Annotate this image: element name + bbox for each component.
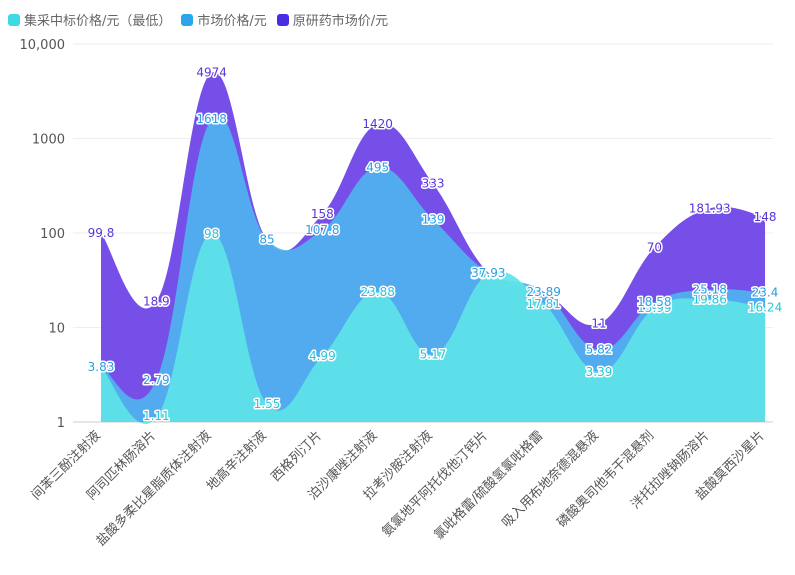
legend-label-0: 集采中标价格/元（最低） bbox=[24, 14, 172, 29]
data-label-s1-1: 2.79 bbox=[143, 373, 170, 387]
data-label-s1-8: 23.89 bbox=[527, 285, 561, 299]
x-tick-label-10: 磷酸奥司他韦干混悬剂 bbox=[555, 428, 658, 531]
data-label-s2-10: 70 bbox=[647, 241, 662, 255]
data-label-s0-11: 19.86 bbox=[693, 292, 727, 306]
data-label-s2-6: 333 bbox=[422, 177, 445, 191]
legend-swatch-2 bbox=[276, 13, 289, 26]
legend-swatch-0 bbox=[8, 13, 20, 26]
data-label-s2-0: 99.8 bbox=[88, 226, 115, 240]
data-label-s0-7: 36.67 bbox=[471, 267, 505, 281]
data-label-s1-6: 139 bbox=[422, 212, 445, 226]
x-tick-label-7: 氨氯地平阿托伐他汀钙片 bbox=[379, 428, 491, 540]
data-label-s2-9: 11 bbox=[591, 317, 606, 331]
data-label-s0-6: 5.17 bbox=[420, 348, 447, 362]
x-tick-label-8: 氯吡格雷/硫酸氢氯吡格雷 bbox=[431, 428, 547, 544]
data-label-s1-4: 107.8 bbox=[305, 223, 339, 237]
data-label-s0-4: 4.99 bbox=[309, 349, 336, 363]
x-tick-label-9: 吸入用布地奈德混悬液 bbox=[499, 428, 602, 531]
legend-item-series-1[interactable]: 市场价格/元 bbox=[181, 10, 267, 29]
legend: 集采中标价格/元（最低） 市场价格/元 原研药市场价/元 bbox=[8, 10, 388, 29]
data-label-s0-10: 15.99 bbox=[637, 301, 671, 315]
data-label-s1-10: 18.58 bbox=[637, 295, 671, 309]
y-tick-label-1: 10 bbox=[48, 322, 65, 337]
legend-label-1: 市场价格/元 bbox=[197, 14, 267, 29]
y-tick-label-3: 1000 bbox=[32, 133, 65, 148]
data-label-s0-1: 1.11 bbox=[143, 409, 170, 423]
legend-item-series-2[interactable]: 原研药市场价/元 bbox=[276, 10, 389, 29]
data-label-s1-3: 85 bbox=[259, 233, 274, 247]
data-label-s1-2: 1618 bbox=[196, 112, 227, 126]
data-label-s2-2: 4974 bbox=[196, 66, 227, 80]
data-label-s1-12: 23.4 bbox=[752, 286, 779, 300]
x-tick-label-4: 西格列汀片 bbox=[268, 428, 325, 485]
y-tick-label-2: 100 bbox=[40, 227, 65, 242]
x-tick-label-2: 盐酸多柔比星脂质体注射液 bbox=[93, 428, 215, 550]
data-label-s1-7: 37.93 bbox=[471, 266, 505, 280]
legend-label-2: 原研药市场价/元 bbox=[292, 14, 389, 29]
data-label-s1-5: 495 bbox=[366, 160, 389, 174]
data-label-s0-12: 16.24 bbox=[748, 301, 782, 315]
legend-swatch-1 bbox=[181, 13, 194, 26]
series-area-0 bbox=[101, 233, 766, 424]
data-label-s0-9: 3.39 bbox=[586, 365, 613, 379]
data-label-s1-9: 5.82 bbox=[586, 343, 613, 357]
data-label-s2-5: 1420 bbox=[362, 117, 393, 131]
x-tick-label-3: 地高辛注射液 bbox=[203, 428, 269, 494]
data-label-s2-11: 181.93 bbox=[689, 201, 731, 215]
y-tick-label-0: 1 bbox=[57, 416, 65, 431]
data-label-s0-3: 1.55 bbox=[254, 397, 281, 411]
y-tick-label-4: 10,000 bbox=[20, 38, 66, 53]
data-label-s2-1: 18.9 bbox=[143, 294, 170, 308]
series-area-1 bbox=[101, 114, 766, 422]
data-label-s1-11: 25.18 bbox=[693, 283, 727, 297]
data-label-s2-4: 158 bbox=[311, 207, 334, 221]
data-label-s0-0: 3.83 bbox=[88, 360, 115, 374]
data-label-s0-8: 17.81 bbox=[527, 297, 561, 311]
legend-item-series-0[interactable]: 集采中标价格/元（最低） bbox=[8, 10, 171, 29]
data-label-s1-0: 3.83 bbox=[88, 360, 115, 374]
data-label-s2-12: 148 bbox=[754, 210, 777, 224]
data-label-s0-5: 23.88 bbox=[361, 285, 395, 299]
data-label-s0-2: 98 bbox=[204, 227, 219, 241]
